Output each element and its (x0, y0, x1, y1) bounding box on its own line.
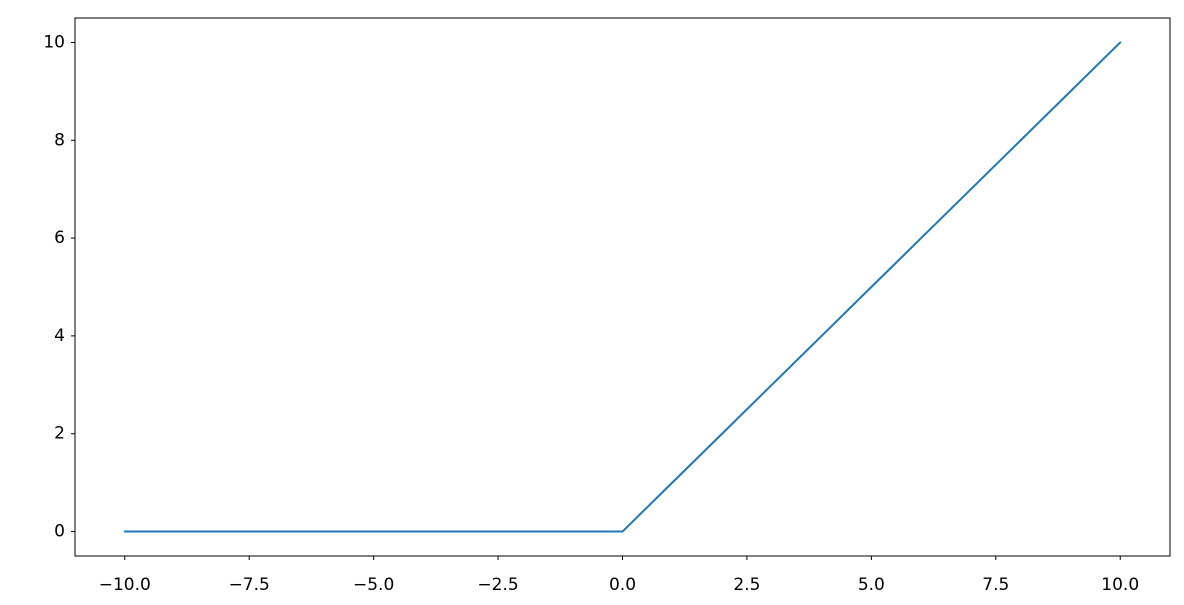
x-tick-label: −5.0 (353, 575, 394, 595)
x-tick-label: −2.5 (477, 575, 518, 595)
x-tick-label: 5.0 (858, 575, 885, 595)
x-tick-label: −7.5 (229, 575, 270, 595)
y-tick-label: 8 (54, 130, 65, 150)
chart-container: −10.0 −7.5 −5.0 −2.5 0.0 2.5 5.0 7.5 10.0 0 2 4 6 8 10 (0, 0, 1184, 605)
x-tick-label: 7.5 (982, 575, 1009, 595)
line-chart: −10.0 −7.5 −5.0 −2.5 0.0 2.5 5.0 7.5 10.0 0 2 4 6 8 10 (0, 0, 1184, 605)
x-tick-label: 2.5 (733, 575, 760, 595)
y-tick-label: 0 (54, 522, 65, 542)
y-tick-label: 10 (43, 32, 65, 52)
y-tick-label: 2 (54, 424, 65, 444)
y-tick-label: 4 (54, 326, 65, 346)
x-tick-label: −10.0 (99, 575, 151, 595)
x-tick-label: 10.0 (1101, 575, 1139, 595)
y-tick-label: 6 (54, 228, 65, 248)
x-tick-label: 0.0 (609, 575, 636, 595)
